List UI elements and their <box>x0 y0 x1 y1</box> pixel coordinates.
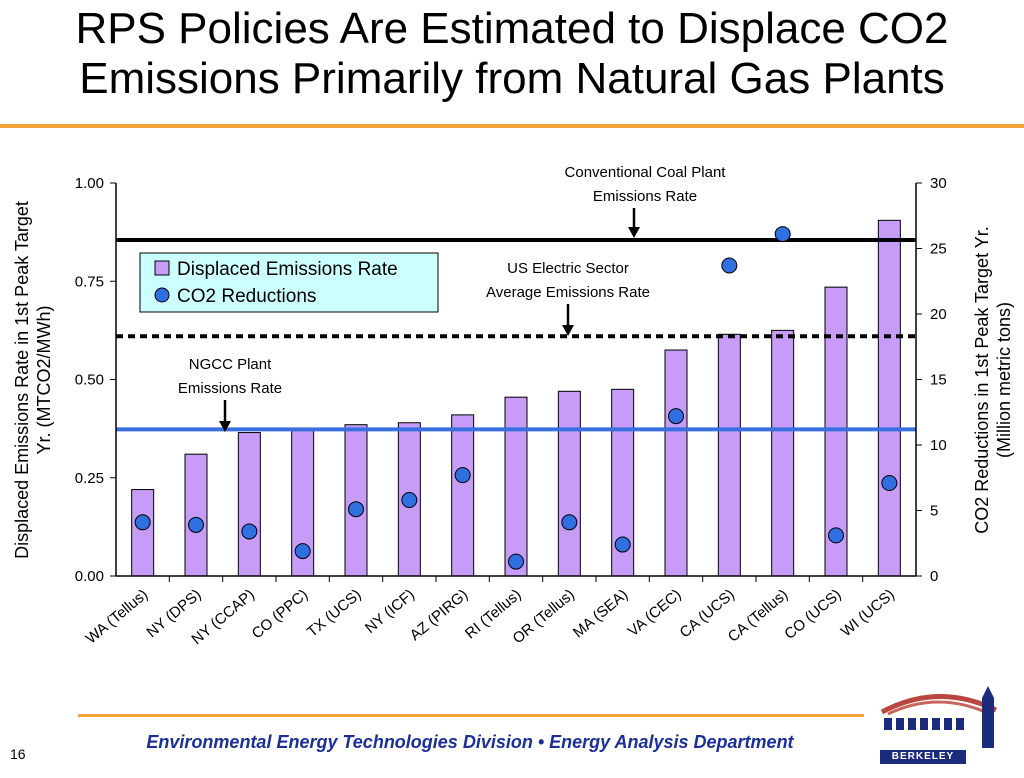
right-tick-label-3: 15 <box>930 372 947 389</box>
point-13 <box>828 527 844 544</box>
bar-14 <box>877 219 901 577</box>
left-tick-label-2: 0.50 <box>75 372 104 389</box>
title-line-1: RPS Policies Are Estimated to Displace C… <box>75 4 949 53</box>
reference-arrow-head-0 <box>628 227 640 238</box>
bar-2 <box>237 432 261 577</box>
x-tick-label-14: WI (UCS) <box>838 586 898 640</box>
right-tick-label-1: 5 <box>930 503 938 520</box>
point-12 <box>774 226 791 243</box>
reference-label-1-line2: Average Emissions Rate <box>486 284 650 301</box>
reference-label-0-line2: Emissions Rate <box>593 188 697 205</box>
legend-swatch-bar <box>154 260 170 276</box>
legend-label-dot: CO2 Reductions <box>177 286 316 307</box>
title-line-2: Emissions Primarily from Natural Gas Pla… <box>79 54 945 103</box>
right-tick-label-6: 30 <box>930 175 947 192</box>
point-4 <box>348 501 364 518</box>
x-tick-label-12: CA (Tellus) <box>725 586 791 646</box>
berkeley-lab-logo-icon <box>880 686 998 748</box>
bar-6 <box>451 414 475 577</box>
x-tick-label-3: CO (PPC) <box>249 586 312 642</box>
point-10 <box>668 408 684 425</box>
bar-0 <box>131 489 155 577</box>
bar-1 <box>184 453 208 577</box>
point-3 <box>294 543 311 560</box>
x-tick-label-4: TX (UCS) <box>304 586 365 641</box>
bar-11 <box>717 333 741 577</box>
point-8 <box>561 514 578 531</box>
point-11 <box>721 257 738 274</box>
y-axis-left-title-line1: Displaced Emissions Rate in 1st Peak Tar… <box>12 201 32 559</box>
point-7 <box>508 553 524 570</box>
point-9 <box>614 536 631 553</box>
point-1 <box>188 516 204 533</box>
point-14 <box>881 474 898 491</box>
right-tick-label-4: 20 <box>930 306 947 323</box>
page-number: 16 <box>10 746 26 762</box>
right-tick-label-2: 10 <box>930 437 947 454</box>
bar-7 <box>504 396 528 577</box>
bar-8 <box>557 390 581 577</box>
logo-wordmark: BERKELEY LAB <box>880 750 966 776</box>
footer-text: Environmental Energy Technologies Divisi… <box>146 732 794 752</box>
reference-label-2-line2: Emissions Rate <box>178 380 282 397</box>
reference-label-0-line1: Conventional Coal Plant <box>565 164 727 181</box>
reference-label-2-line1: NGCC Plant <box>189 356 272 373</box>
y-axis-right-title-line2: (Million metric tons) <box>994 302 1014 458</box>
title-divider <box>0 124 1024 128</box>
left-tick-label-0: 0.00 <box>75 568 104 585</box>
legend-box <box>139 252 439 313</box>
reference-arrow-head-2 <box>219 421 231 432</box>
x-tick-label-10: VA (CEC) <box>625 586 685 640</box>
y-axis-right-title-line1: CO2 Reductions in 1st Peak Target Yr. <box>972 226 992 534</box>
left-tick-label-3: 0.75 <box>75 273 104 290</box>
x-tick-label-9: MA (SEA) <box>570 586 631 641</box>
x-tick-label-13: CO (UCS) <box>781 586 844 643</box>
point-2 <box>241 523 258 540</box>
slide-title: RPS Policies Are Estimated to Displace C… <box>0 4 1024 104</box>
left-tick-label-4: 1.00 <box>75 175 104 192</box>
bar-12 <box>771 329 795 577</box>
rps-chart: 0.00 0.25 0.50 0.75 1.00 0 5 10 15 20 25 30 WA (Tell… <box>12 164 1014 648</box>
legend-label-bar: Displaced Emissions Rate <box>177 259 398 280</box>
reference-label-1-line1: US Electric Sector <box>507 260 629 277</box>
point-6 <box>454 467 471 484</box>
footer-divider <box>78 714 864 717</box>
right-tick-label-5: 25 <box>930 241 947 258</box>
bar-10 <box>664 349 688 577</box>
y-axis-left-title-line2: Yr. (MTCO2/MWh) <box>34 306 54 455</box>
legend-swatch-dot <box>154 287 170 303</box>
right-tick-label-0: 0 <box>930 568 938 585</box>
point-5 <box>401 492 418 509</box>
reference-arrow-head-1 <box>562 325 574 336</box>
x-tick-label-6: AZ (PIRG) <box>407 586 472 644</box>
left-tick-label-1: 0.25 <box>75 470 104 487</box>
x-tick-label-0: WA (Tellus) <box>83 586 152 647</box>
point-0 <box>134 514 151 531</box>
bar-4 <box>344 424 368 577</box>
